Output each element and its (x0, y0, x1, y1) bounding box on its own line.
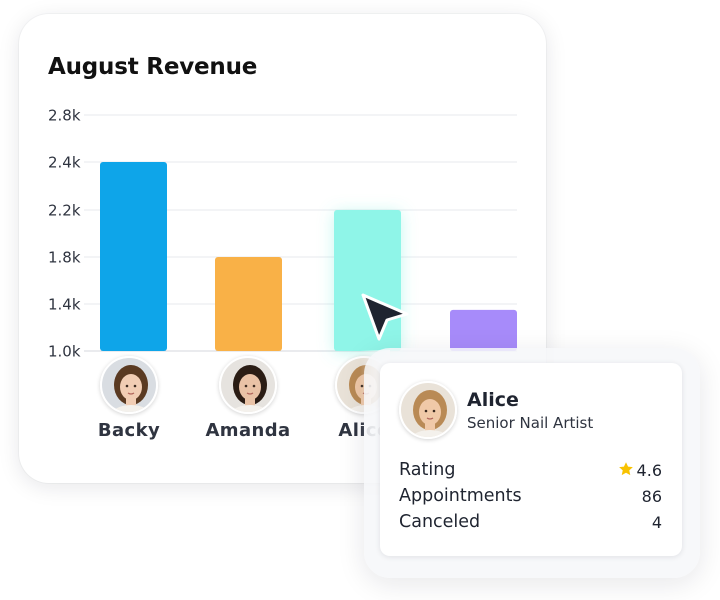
stylist-backy[interactable]: Backy (69, 356, 189, 441)
stat-value: 86 (641, 487, 662, 506)
stat-label: Appointments (399, 486, 522, 506)
stat-label: Rating (399, 460, 456, 480)
woman-dark-hair-avatar (221, 358, 275, 412)
y-tick-label: 1.0k (48, 343, 81, 361)
y-tick-label: 2.8k (48, 107, 81, 125)
bar-backy[interactable] (100, 162, 167, 351)
rating-value: 4.6 (636, 461, 662, 480)
stat-rating: Rating 4.6 (399, 460, 662, 484)
avatar (100, 356, 158, 414)
bar-amanda[interactable] (215, 257, 282, 351)
y-tick-label: 2.4k (48, 154, 81, 172)
stylist-detail-card[interactable]: Alice Senior Nail Artist Rating 4.6 Appo… (380, 363, 682, 556)
bar-series-4[interactable] (450, 309, 517, 351)
stat-appointments: Appointments 86 (399, 486, 662, 510)
stat-value: 4 (651, 513, 662, 532)
cursor-pointer-icon (361, 293, 409, 341)
y-tick-label: 2.2k (48, 202, 81, 220)
woman-curly-hair-avatar (102, 358, 156, 412)
stat-label: Canceled (399, 512, 481, 532)
stylist-amanda[interactable]: Amanda (188, 356, 308, 441)
avatar (219, 356, 277, 414)
stylist-role: Senior Nail Artist (467, 414, 594, 432)
woman-blonde-hair-avatar (401, 383, 455, 437)
y-tick-label: 1.8k (48, 249, 81, 267)
stat-value: 4.6 (618, 461, 662, 480)
chart-title: August Revenue (48, 54, 258, 80)
y-tick-label: 1.4k (48, 296, 81, 314)
avatar (399, 381, 457, 439)
stat-canceled: Canceled 4 (399, 512, 662, 536)
x-axis-label: Backy (97, 420, 161, 441)
stylist-name: Alice (467, 389, 519, 411)
star-icon (618, 462, 633, 476)
x-axis-label: Amanda (205, 420, 291, 441)
